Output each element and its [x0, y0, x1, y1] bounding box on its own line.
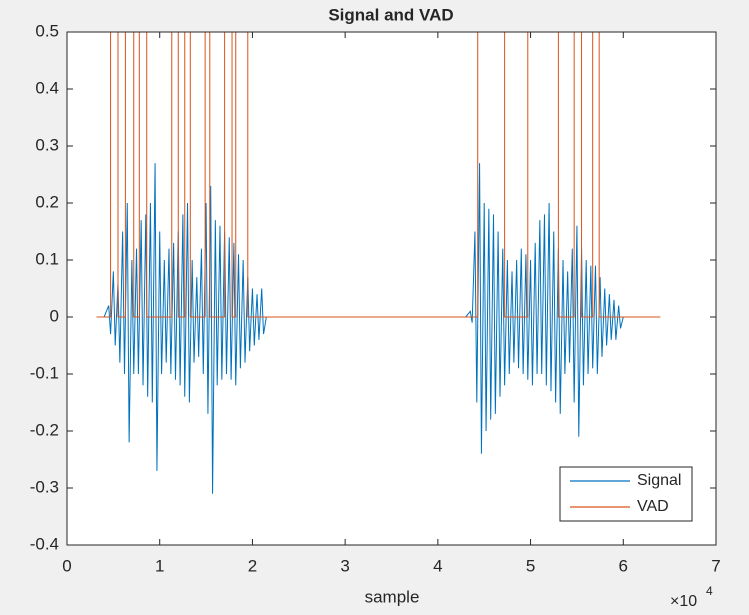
y-tick-label: -0.3	[30, 477, 59, 496]
y-tick-label: 0.4	[35, 78, 59, 97]
legend-label: VAD	[637, 498, 669, 515]
y-tick-label: -0.2	[30, 420, 59, 439]
x-multiplier: ×10	[670, 593, 697, 610]
x-tick-label: 1	[155, 556, 164, 575]
x-tick-label: 6	[619, 556, 628, 575]
x-tick-label: 5	[526, 556, 535, 575]
y-tick-label: 0.2	[35, 192, 59, 211]
x-multiplier-exponent: 4	[706, 584, 713, 598]
plot-area	[67, 32, 716, 545]
y-tick-label: -0.1	[30, 363, 59, 382]
x-tick-label: 4	[433, 556, 442, 575]
y-tick-label: 0	[50, 306, 59, 325]
x-axis-label: sample	[365, 587, 420, 606]
plot-frame	[66, 31, 717, 546]
series-line	[96, 163, 624, 494]
series-line	[96, 31, 661, 318]
x-tick-label: 3	[340, 556, 349, 575]
y-tick-label: 0.3	[35, 135, 59, 154]
legend-box	[559, 466, 693, 522]
x-tick-label: 7	[711, 556, 720, 575]
y-tick-label: 0.5	[35, 21, 59, 40]
x-tick-label: 2	[248, 556, 257, 575]
y-tick-label: 0.1	[35, 249, 59, 268]
x-tick-label: 0	[62, 556, 71, 575]
legend-label: Signal	[637, 472, 681, 489]
y-tick-label: -0.4	[30, 534, 59, 553]
chart-title: Signal and VAD	[328, 5, 453, 24]
